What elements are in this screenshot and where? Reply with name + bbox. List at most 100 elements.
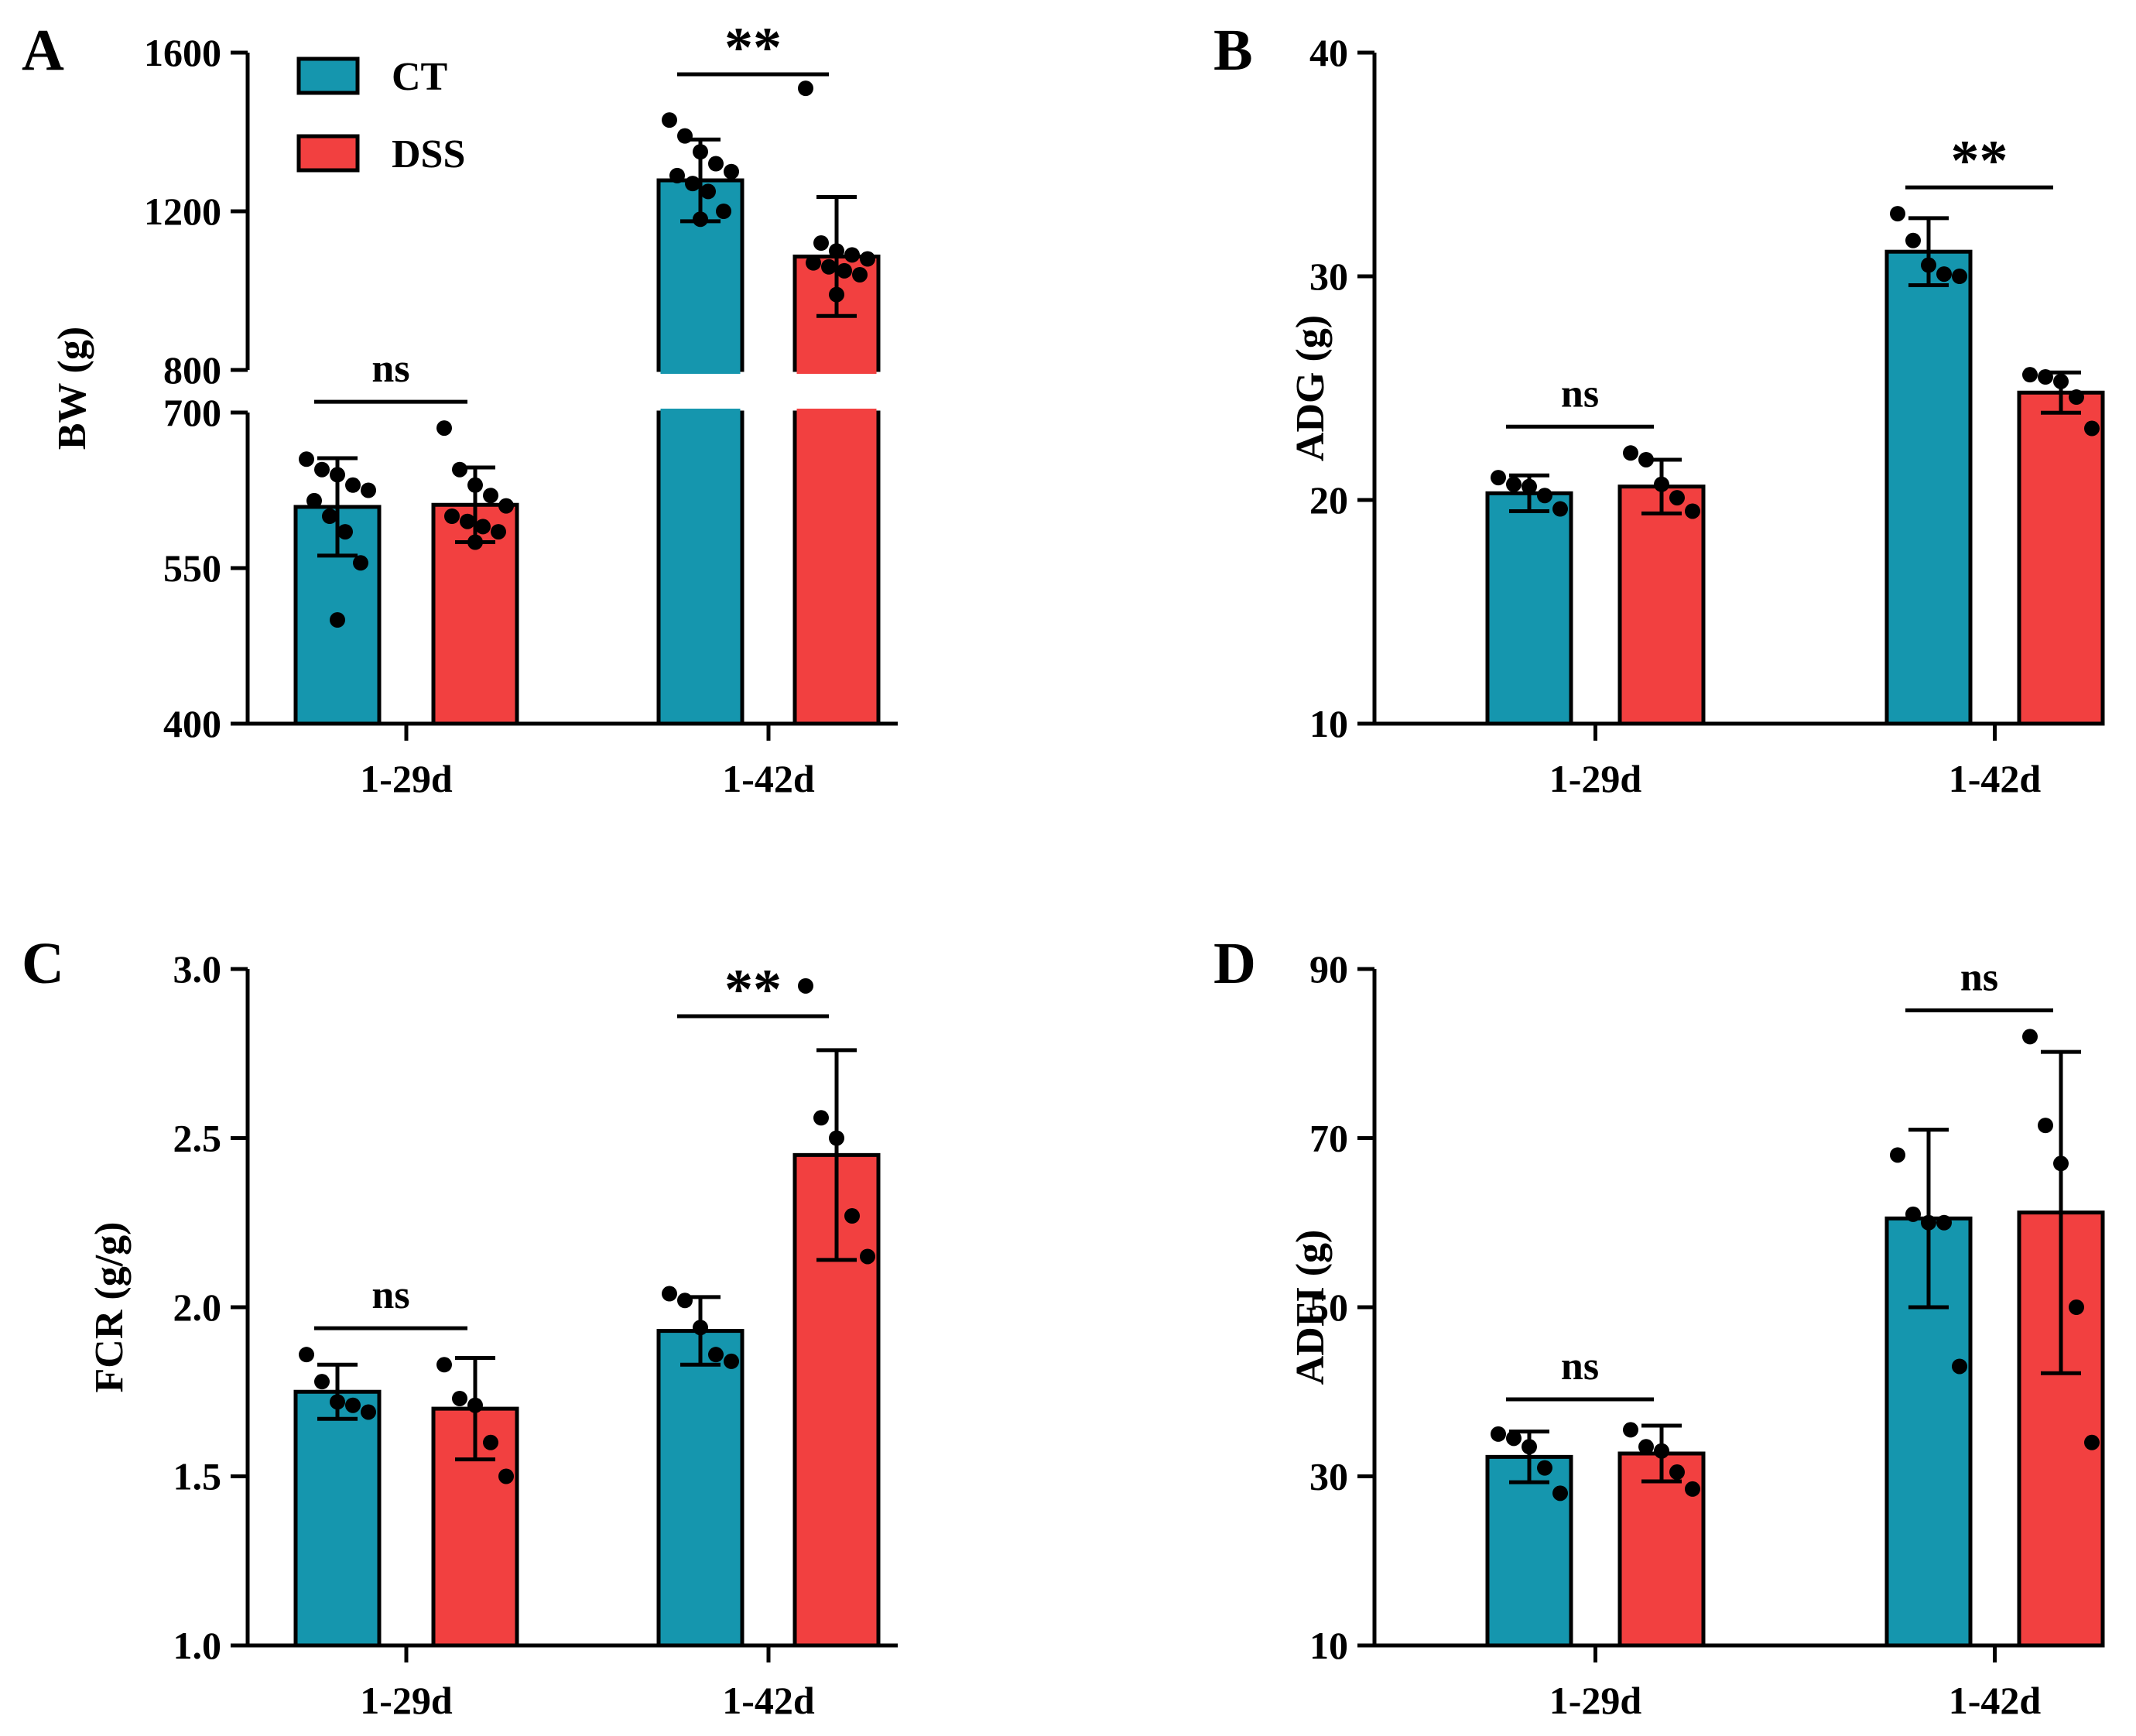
panel-letter: D — [1213, 931, 1256, 996]
data-point — [467, 534, 483, 550]
y-tick-label: 1200 — [144, 190, 221, 233]
data-point — [306, 492, 322, 508]
data-point — [436, 1357, 452, 1373]
y-tick-label: 2.5 — [173, 1117, 222, 1160]
data-point — [483, 488, 498, 504]
data-point — [700, 183, 716, 200]
y-tick-label: 2.0 — [173, 1286, 222, 1329]
significance-label: ns — [1960, 955, 1998, 999]
data-point — [1623, 1422, 1638, 1438]
y-tick-label: 40 — [1309, 31, 1348, 74]
data-point — [1654, 476, 1669, 492]
data-point — [1537, 1460, 1552, 1476]
y-tick-label: 800 — [163, 348, 221, 392]
data-point — [2053, 1156, 2069, 1172]
data-point — [436, 420, 452, 437]
data-point — [2084, 1434, 2100, 1450]
data-point — [1669, 490, 1685, 506]
data-point — [829, 243, 844, 259]
y-tick-label: 50 — [1309, 1286, 1348, 1329]
bar-ct-1-29d — [293, 1389, 382, 1648]
data-point — [693, 1320, 708, 1336]
data-point — [806, 255, 821, 271]
data-point — [724, 1353, 739, 1369]
data-point — [693, 211, 708, 228]
data-point — [2022, 367, 2038, 383]
significance-label: ns — [371, 1273, 409, 1317]
data-point — [1491, 470, 1506, 486]
data-point — [1623, 445, 1638, 461]
data-point — [467, 1397, 483, 1413]
data-point — [813, 235, 829, 251]
bar-break-fill — [660, 409, 741, 416]
data-point — [1685, 503, 1700, 519]
bar-break-fill — [796, 409, 877, 416]
data-point — [852, 267, 868, 282]
data-point — [1936, 1214, 1952, 1231]
data-point — [337, 524, 353, 540]
significance-label: ns — [371, 347, 409, 391]
data-point — [491, 524, 506, 540]
data-point — [677, 1293, 693, 1309]
data-point — [1890, 206, 1905, 222]
x-category-label: 1-42d — [1949, 757, 2042, 800]
data-point — [821, 259, 837, 275]
data-point — [498, 1468, 514, 1484]
data-point — [1491, 1426, 1506, 1442]
x-category-label: 1-29d — [1549, 1679, 1642, 1722]
data-point — [353, 555, 368, 571]
data-point — [1552, 501, 1568, 517]
data-point — [1552, 1485, 1568, 1501]
data-point — [829, 1130, 844, 1146]
y-tick-label: 700 — [163, 391, 221, 434]
data-point — [693, 144, 708, 160]
y-tick-label: 10 — [1309, 702, 1348, 745]
x-category-label: 1-29d — [360, 757, 453, 800]
y-tick-label: 20 — [1309, 478, 1348, 522]
data-point — [1936, 266, 1952, 282]
y-tick-label: 30 — [1309, 1455, 1348, 1498]
data-point — [299, 1347, 314, 1363]
y-axis-label: ADFI (g) — [1289, 1230, 1333, 1385]
legend-swatch-dss — [296, 134, 360, 173]
data-point — [467, 477, 483, 493]
x-category-label: 1-29d — [1549, 757, 1642, 800]
data-point — [1905, 1206, 1921, 1222]
x-category-label: 1-29d — [360, 1679, 453, 1722]
legend-swatch-ct — [296, 56, 360, 95]
data-point — [314, 1374, 330, 1390]
data-point — [330, 612, 345, 628]
data-point — [837, 262, 852, 279]
data-point — [452, 1390, 467, 1406]
data-point — [716, 204, 731, 219]
y-tick-label: 3.0 — [173, 947, 222, 991]
legend: CT DSS — [296, 55, 465, 176]
bar-lower-ct-1-42d — [656, 410, 745, 726]
data-point — [330, 467, 345, 483]
data-point — [345, 477, 361, 493]
x-category-label: 1-42d — [722, 1679, 815, 1722]
data-point — [708, 156, 724, 172]
data-point — [361, 1404, 376, 1420]
significance-label: ** — [724, 16, 782, 80]
bar-ct-1-29d — [1485, 1454, 1573, 1648]
data-point — [724, 163, 739, 180]
y-tick-label: 70 — [1309, 1117, 1348, 1160]
panel-b: B 10 20 30 40 1-29d 1-42d ADG (g) ns ** — [1213, 18, 2105, 800]
data-point — [677, 128, 693, 144]
y-axis-label: BW (g) — [50, 327, 94, 450]
data-point — [2038, 1118, 2053, 1134]
data-point — [1522, 478, 1537, 495]
data-point — [444, 508, 460, 524]
significance-label: ** — [724, 958, 782, 1022]
data-point — [2069, 1299, 2084, 1315]
data-point — [1890, 1147, 1905, 1163]
y-axis-label: FCR (g/g) — [87, 1222, 132, 1393]
data-point — [345, 1397, 361, 1413]
data-point — [1506, 476, 1522, 492]
data-point — [813, 1110, 829, 1126]
panel-letter: A — [22, 18, 64, 83]
data-point — [2084, 420, 2100, 437]
data-point — [322, 508, 337, 524]
